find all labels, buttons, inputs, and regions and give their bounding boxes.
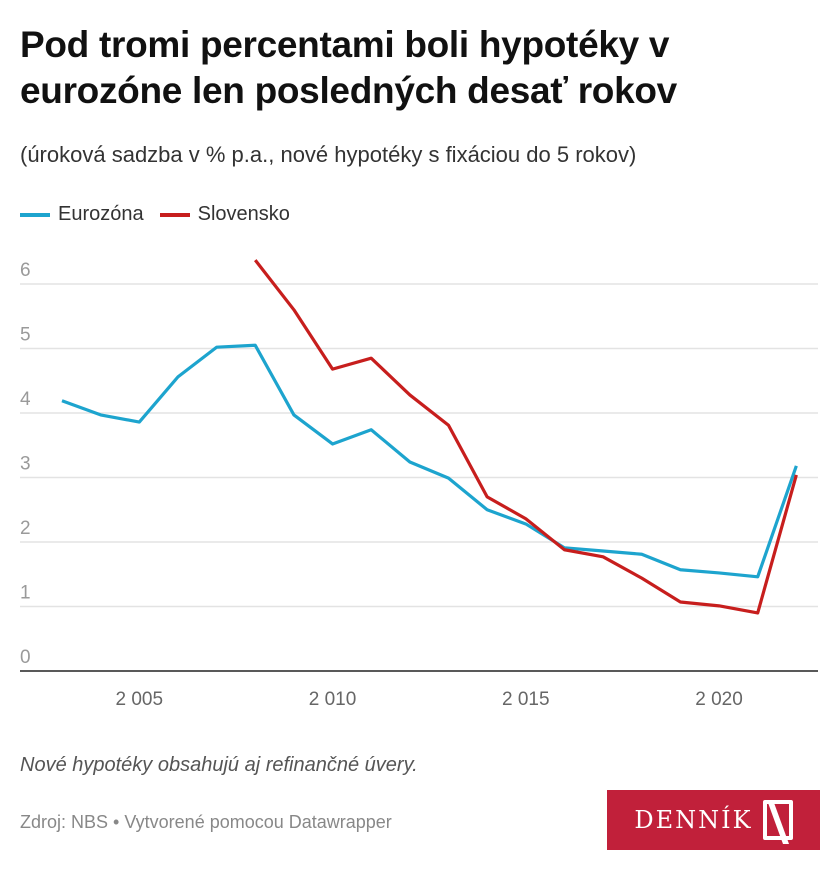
chart-note: Nové hypotéky obsahujú aj refinančné úve… xyxy=(20,754,418,776)
y-tick-label: 6 xyxy=(20,260,31,281)
y-tick-label: 3 xyxy=(20,454,31,475)
legend-label: Eurozóna xyxy=(58,203,144,225)
legend-swatch-slovensko xyxy=(159,212,190,217)
chart-title: Pod tromi percentami boli hypotéky v eur… xyxy=(20,24,677,111)
chart-subtitle: (úroková sadzba v % p.a., nové hypotéky … xyxy=(20,142,637,167)
x-tick-label: 2 010 xyxy=(309,689,357,710)
y-tick-label: 1 xyxy=(20,583,31,604)
logo-n-icon xyxy=(762,800,793,840)
x-tick-label: 2 005 xyxy=(116,689,164,710)
legend-label: Slovensko xyxy=(197,203,290,225)
y-tick-label: 2 xyxy=(20,518,31,539)
series-line-eurozóna xyxy=(61,343,798,579)
y-tick-label: 0 xyxy=(20,647,31,668)
y-tick-label: 5 xyxy=(20,325,31,346)
x-tick-label: 2 020 xyxy=(695,689,743,710)
series-line-slovensko xyxy=(253,259,798,615)
legend-swatch-eurozona xyxy=(20,212,50,217)
dennik-n-logo: DENNÍK xyxy=(607,790,820,850)
logo-text: DENNÍK xyxy=(634,806,753,834)
legend: Eurozóna Slovensko xyxy=(20,203,290,226)
source-credit: Zdroj: NBS • Vytvorené pomocou Datawrapp… xyxy=(20,812,392,832)
legend-item-eurozona: Eurozóna xyxy=(20,203,144,226)
x-tick-label: 2 015 xyxy=(502,689,550,710)
y-tick-label: 4 xyxy=(20,389,31,410)
legend-item-slovensko: Slovensko xyxy=(159,203,290,226)
